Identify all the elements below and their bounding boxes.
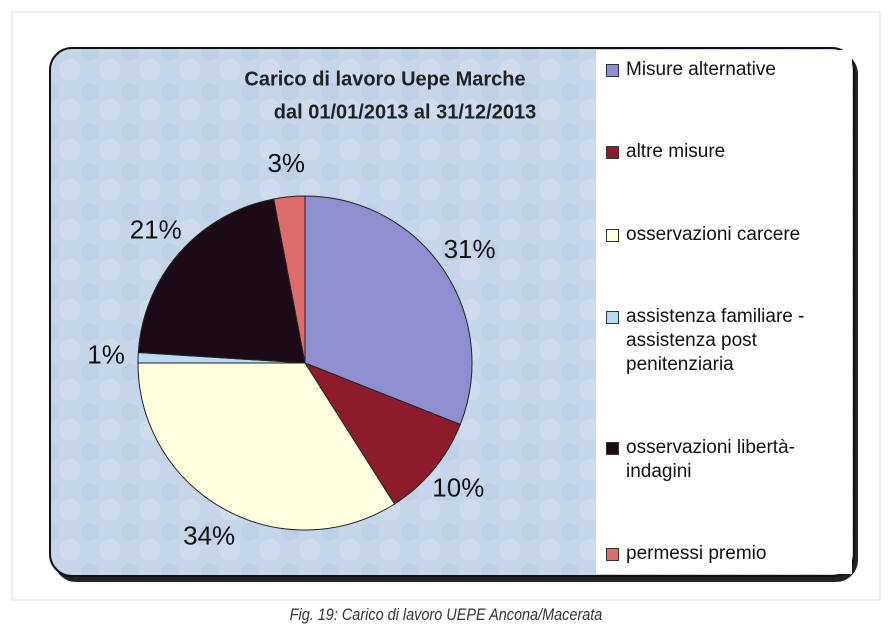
- legend-swatch: [606, 547, 619, 561]
- data-label: 34%: [183, 520, 235, 550]
- legend-swatch: [606, 441, 619, 455]
- legend-item: permessi premio: [600, 542, 850, 566]
- pie-slice: [303, 361, 461, 505]
- chart-title: Carico di lavoro Uepe Marche: [244, 68, 525, 90]
- legend-item: osservazioni libertà- indagini: [600, 436, 850, 484]
- legend-label: assistenza familiare - assistenza post p…: [626, 306, 805, 376]
- pie-slice: [273, 195, 306, 364]
- caption: Fig. 19: Carico di lavoro UEPE Ancona/Ma…: [289, 605, 603, 624]
- data-label: 1%: [87, 340, 125, 370]
- legend: Misure alternative altre misure osservazio…: [600, 52, 850, 572]
- legend-swatch: [606, 146, 619, 160]
- legend-panel: [596, 50, 852, 574]
- legend-label: Misure alternative: [626, 59, 776, 80]
- legend-swatch: [606, 311, 619, 325]
- pie-slice: [304, 195, 473, 426]
- legend-swatch: [606, 64, 619, 77]
- legend-item: Misure alternative: [600, 58, 850, 82]
- data-label: 21%: [130, 214, 182, 244]
- legend-swatch: [606, 228, 619, 242]
- legend-item: osservazioni carcere: [600, 223, 850, 247]
- data-label: 31%: [444, 234, 496, 264]
- legend-item: altre misure: [600, 140, 850, 164]
- legend-label: osservazioni libertà- indagini: [626, 436, 795, 482]
- chart-subtitle: dal 01/01/2013 al 31/12/2013: [274, 101, 536, 123]
- legend-label: permessi premio: [626, 542, 767, 564]
- legend-label: osservazioni carcere: [626, 223, 801, 245]
- data-label: 3%: [267, 148, 305, 178]
- pie-slice: [137, 198, 306, 364]
- pie-slice: [137, 362, 396, 531]
- legend-label: altre misure: [626, 141, 726, 163]
- data-label: 10%: [432, 473, 484, 503]
- legend-item: assistenza familiare - assistenza post p…: [600, 305, 850, 377]
